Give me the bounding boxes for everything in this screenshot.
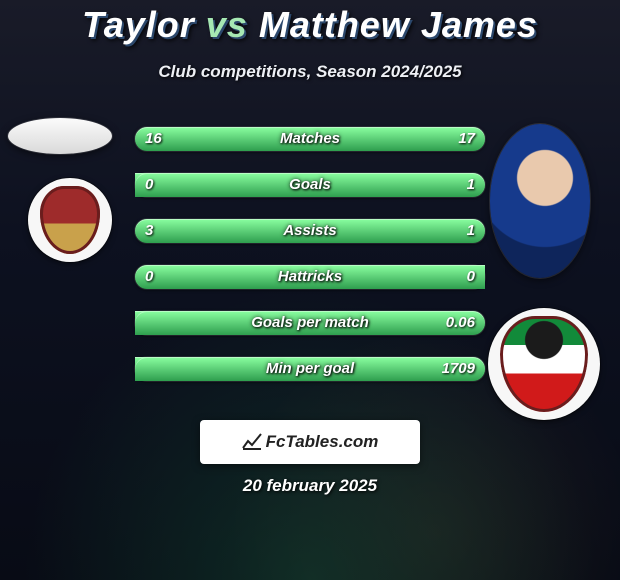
stat-row-hattricks: Hattricks0 0 <box>135 265 485 289</box>
stat-value-right: 0 <box>467 265 475 289</box>
date-caption: 20 february 2025 <box>0 476 620 496</box>
brand-icon <box>242 431 262 451</box>
stat-row-assists: Assists3 1 <box>135 219 485 243</box>
stat-value-right: 1 <box>467 173 475 197</box>
stat-value-left: 16 <box>145 127 162 151</box>
stat-row-goals-per-match: Goals per match0.06 <box>135 311 485 335</box>
stat-label: Assists <box>135 219 485 243</box>
player1-club-crest <box>28 178 112 262</box>
page-title: Taylor vs Matthew James <box>0 4 620 46</box>
stat-label: Hattricks <box>135 265 485 289</box>
stat-row-goals: Goals0 1 <box>135 173 485 197</box>
stat-value-right: 1 <box>467 219 475 243</box>
stat-value-right: 1709 <box>442 357 475 381</box>
player2-photo <box>490 124 590 278</box>
stat-value-right: 0.06 <box>446 311 475 335</box>
stat-label: Goals per match <box>135 311 485 335</box>
stat-value-left: 3 <box>145 219 153 243</box>
stat-label: Goals <box>135 173 485 197</box>
brand-text: FcTables.com <box>266 432 379 451</box>
player1-name: Taylor <box>82 4 195 45</box>
vs-word: vs <box>206 4 248 45</box>
stat-value-right: 17 <box>458 127 475 151</box>
comparison-infographic: { "heading": { "player1": "Taylor", "vs_… <box>0 0 620 580</box>
player2-name: Matthew James <box>259 4 538 45</box>
player1-photo-placeholder <box>8 118 112 154</box>
stat-label: Min per goal <box>135 357 485 381</box>
stat-value-left: 0 <box>145 265 153 289</box>
subtitle: Club competitions, Season 2024/2025 <box>0 62 620 82</box>
stat-bars: Matches1617Goals01Assists31Hattricks00Go… <box>135 127 485 403</box>
stat-row-min-per-goal: Min per goal1709 <box>135 357 485 381</box>
stat-label: Matches <box>135 127 485 151</box>
stat-value-left: 0 <box>145 173 153 197</box>
stat-row-matches: Matches16 17 <box>135 127 485 151</box>
brand-badge: FcTables.com <box>200 420 420 464</box>
player2-club-crest <box>488 308 600 420</box>
